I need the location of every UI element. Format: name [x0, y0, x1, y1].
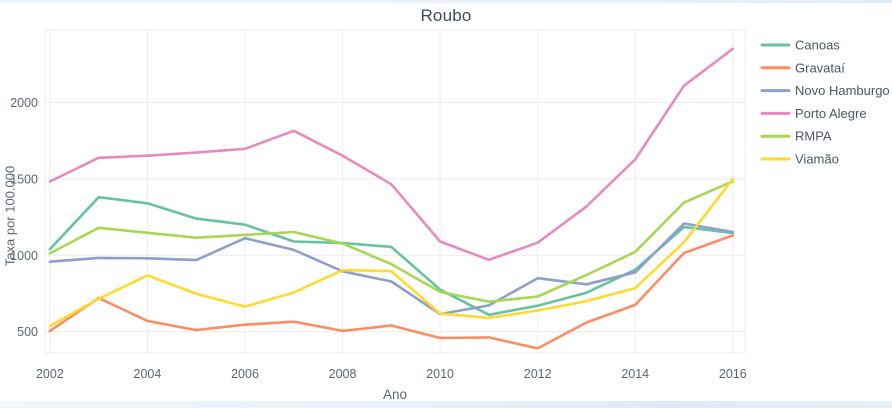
legend-label-porto-alegre: Porto Alegre: [795, 106, 867, 121]
legend-item-novo-hamburgo[interactable]: Novo Hamburgo: [760, 83, 890, 98]
x-tick-label: 2008: [329, 367, 357, 381]
legend-item-viamao[interactable]: Viamão: [760, 152, 839, 167]
y-tick-label: 1000: [10, 249, 38, 263]
series-line-novo-hamburgo[interactable]: [48, 222, 735, 316]
top-accent-strip: [0, 0, 892, 3]
legend-item-gravatai[interactable]: Gravataí: [760, 60, 845, 75]
legend-label-gravatai: Gravataí: [795, 60, 845, 75]
chart-title: Roubo: [420, 6, 472, 25]
series-line-gravatai[interactable]: [48, 234, 735, 350]
legend-label-novo-hamburgo: Novo Hamburgo: [795, 83, 890, 98]
legend-label-rmpa: RMPA: [795, 129, 832, 144]
x-tick-label: 2006: [231, 367, 259, 381]
legend-item-canoas[interactable]: Canoas: [760, 38, 840, 53]
x-tick-label: 2004: [134, 367, 162, 381]
x-tick-label: 2002: [36, 367, 64, 381]
legend-label-viamao: Viamão: [795, 152, 839, 167]
legend-item-rmpa[interactable]: RMPA: [760, 129, 832, 144]
series-line-rmpa[interactable]: [48, 180, 735, 304]
y-tick-label: 1500: [10, 172, 38, 186]
bottom-accent-strip: [0, 401, 892, 408]
legend-item-porto-alegre[interactable]: Porto Alegre: [760, 106, 867, 121]
y-axis-title: Taxa por 100.000: [2, 165, 18, 267]
series-line-canoas[interactable]: [48, 195, 735, 317]
x-axis-title: Ano: [382, 387, 408, 402]
series-line-viamao[interactable]: [48, 177, 735, 328]
x-tick-label: 2016: [719, 367, 747, 381]
y-tick-label: 500: [17, 325, 38, 339]
x-tick-label: 2014: [621, 367, 649, 381]
plot-area[interactable]: [44, 29, 746, 354]
x-tick-label: 2010: [426, 367, 454, 381]
x-tick-label: 2012: [524, 367, 552, 381]
series-line-porto-alegre[interactable]: [48, 47, 735, 262]
y-tick-label: 2000: [10, 96, 38, 110]
legend-label-canoas: Canoas: [795, 38, 840, 53]
